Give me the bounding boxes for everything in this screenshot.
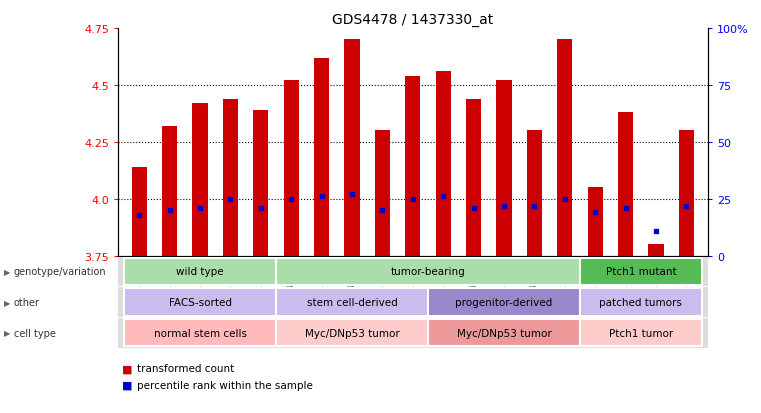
Bar: [223, 99, 238, 256]
Text: Ptch1 mutant: Ptch1 mutant: [606, 267, 677, 277]
Bar: [527, 131, 542, 256]
Bar: [587, 188, 603, 256]
Bar: [428, 289, 580, 316]
Bar: [314, 58, 330, 256]
Bar: [648, 245, 664, 256]
Text: percentile rank within the sample: percentile rank within the sample: [137, 380, 313, 390]
Bar: [580, 289, 702, 316]
Title: GDS4478 / 1437330_at: GDS4478 / 1437330_at: [333, 12, 493, 26]
Bar: [276, 258, 580, 285]
Text: wild type: wild type: [177, 267, 224, 277]
Bar: [466, 99, 481, 256]
Text: FACS-sorted: FACS-sorted: [168, 297, 231, 307]
Bar: [580, 319, 702, 347]
Bar: [679, 131, 694, 256]
Text: progenitor-derived: progenitor-derived: [455, 297, 552, 307]
Bar: [496, 81, 511, 256]
Text: tumor-bearing: tumor-bearing: [390, 267, 466, 277]
Bar: [618, 113, 633, 256]
Bar: [193, 104, 208, 256]
Bar: [375, 131, 390, 256]
Bar: [284, 81, 299, 256]
Bar: [428, 319, 580, 347]
Text: ■: ■: [122, 380, 132, 390]
Text: cell type: cell type: [14, 328, 56, 338]
Text: Ptch1 tumor: Ptch1 tumor: [609, 328, 673, 338]
Text: ▶: ▶: [4, 267, 11, 276]
Bar: [162, 126, 177, 256]
Text: ▶: ▶: [4, 328, 11, 337]
Text: stem cell-derived: stem cell-derived: [307, 297, 397, 307]
Bar: [580, 258, 702, 285]
Bar: [435, 72, 451, 256]
Bar: [557, 40, 572, 256]
Text: Myc/DNp53 tumor: Myc/DNp53 tumor: [304, 328, 400, 338]
Text: patched tumors: patched tumors: [600, 297, 683, 307]
Bar: [124, 258, 276, 285]
Bar: [276, 319, 428, 347]
Text: Myc/DNp53 tumor: Myc/DNp53 tumor: [457, 328, 552, 338]
Bar: [253, 111, 269, 256]
Text: transformed count: transformed count: [137, 363, 234, 373]
Text: ■: ■: [122, 363, 132, 373]
Text: genotype/variation: genotype/variation: [14, 267, 107, 277]
Text: ▶: ▶: [4, 298, 11, 307]
Bar: [124, 319, 276, 347]
Text: other: other: [14, 297, 40, 307]
Bar: [276, 289, 428, 316]
Text: normal stem cells: normal stem cells: [154, 328, 247, 338]
Bar: [124, 289, 276, 316]
Bar: [132, 168, 147, 256]
Bar: [406, 77, 420, 256]
Bar: [345, 40, 360, 256]
